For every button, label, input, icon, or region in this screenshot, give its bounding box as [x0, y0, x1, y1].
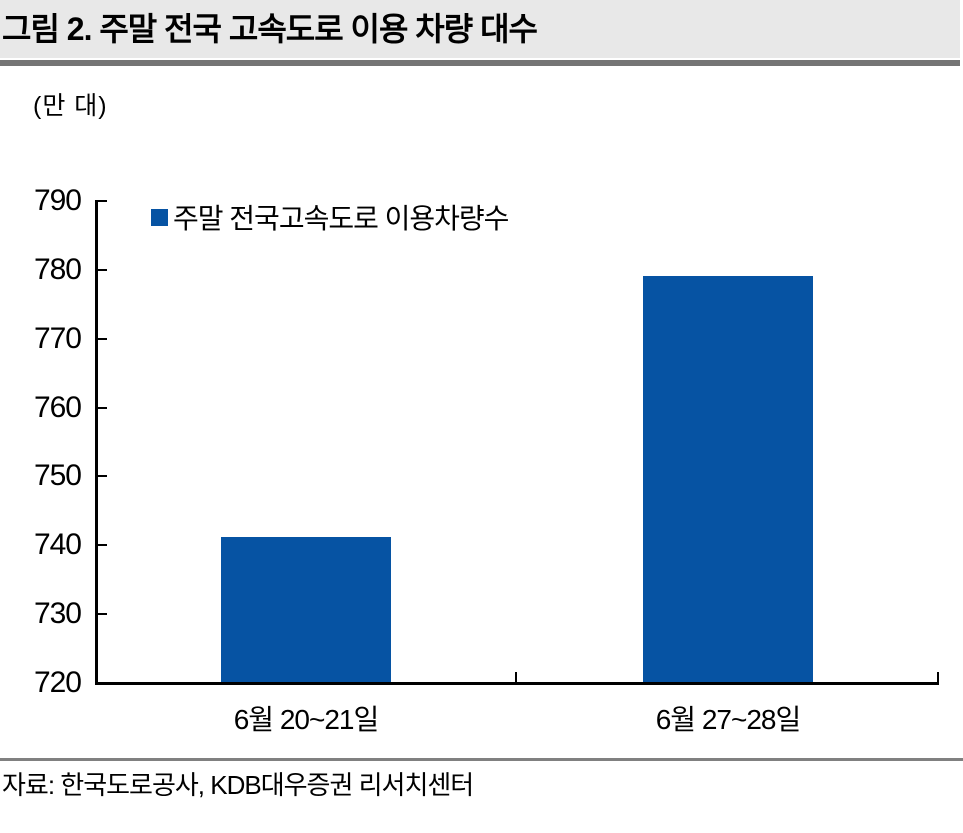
figure-title: 그림 2. 주말 전국 고속도로 이용 차량 대수 [2, 11, 538, 47]
y-tick-label: 740 [33, 528, 82, 562]
legend-swatch-icon [151, 208, 168, 226]
title-underline [0, 60, 960, 66]
y-tick-mark [98, 475, 107, 478]
y-tick-mark [98, 613, 107, 616]
y-tick-label: 730 [33, 597, 82, 631]
y-axis-line [95, 200, 98, 685]
bar [221, 537, 391, 682]
y-tick-mark [98, 406, 107, 409]
y-tick-label: 760 [33, 390, 82, 424]
source-note: 자료: 한국도로공사, KDB대우증권 리서치센터 [2, 770, 474, 800]
legend-label: 주말 전국고속도로 이용차량수 [173, 203, 509, 234]
x-tick-mark [515, 672, 517, 682]
y-tick-mark [98, 268, 107, 271]
y-tick-label: 780 [33, 252, 82, 286]
x-tick-mark [937, 672, 939, 682]
y-tick-label: 750 [33, 459, 82, 493]
y-tick-mark [98, 200, 107, 202]
x-category-label: 6월 27~28일 [655, 704, 802, 735]
y-tick-label: 790 [33, 184, 82, 217]
y-tick-label: 720 [33, 666, 82, 699]
figure-title-bar: 그림 2. 주말 전국 고속도로 이용 차량 대수 [0, 0, 960, 58]
x-category-label: 6월 20~21일 [233, 704, 380, 735]
y-tick-mark [98, 544, 107, 547]
y-tick-label: 770 [33, 321, 82, 355]
y-axis-unit-label: (만 대) [33, 92, 108, 120]
chart-legend: 주말 전국고속도로 이용차량수 [151, 197, 509, 237]
source-divider [0, 758, 963, 761]
y-tick-mark [98, 337, 107, 340]
bar [643, 276, 813, 682]
x-axis-line [95, 682, 939, 685]
